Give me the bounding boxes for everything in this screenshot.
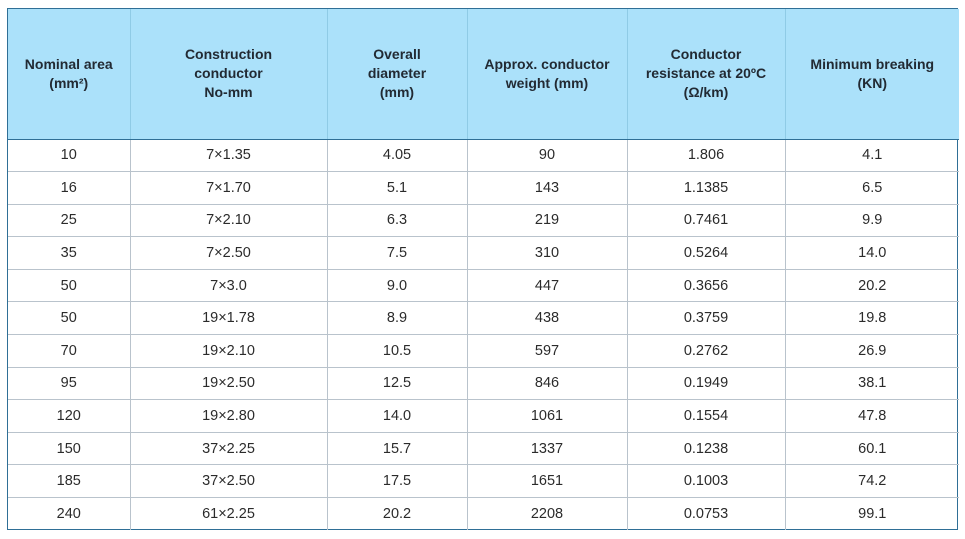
diameter-cell: 6.3 [326, 204, 468, 238]
weight-cell: 2208 [466, 497, 628, 531]
table-row: 240 61×2.25 20.2 2208 0.0753 99.1 [8, 497, 959, 531]
weight-cell: 1337 [466, 432, 628, 466]
breaking-cell: 20.2 [784, 269, 959, 303]
weight-cell: 143 [466, 171, 628, 205]
breaking-cell: 26.9 [784, 334, 959, 368]
diameter-cell: 12.5 [326, 367, 468, 401]
resistance-cell: 0.0753 [626, 497, 786, 531]
breaking-cell: 9.9 [784, 204, 959, 238]
construction-cell: 19×2.80 [129, 399, 328, 433]
weight-cell: 447 [466, 269, 628, 303]
table-row: 50 19×1.78 8.9 438 0.3759 19.8 [8, 301, 959, 336]
construction-cell: 7×1.70 [129, 171, 328, 205]
table-row: 150 37×2.25 15.7 1337 0.1238 60.1 [8, 432, 959, 466]
resistance-cell: 0.1238 [626, 432, 786, 466]
resistance-cell: 0.2762 [626, 334, 786, 368]
construction-cell: 7×3.0 [129, 269, 328, 303]
weight-cell: 90 [466, 139, 628, 173]
resistance-cell: 0.7461 [626, 204, 786, 238]
breaking-cell: 6.5 [784, 171, 959, 205]
breaking-cell: 74.2 [784, 464, 959, 499]
resistance-cell: 0.3656 [626, 269, 786, 303]
breaking-cell: 60.1 [784, 432, 959, 466]
resistance-cell: 0.1003 [626, 464, 786, 499]
weight-cell: 597 [466, 334, 628, 368]
nominal-area-cell: 240 [8, 497, 131, 531]
construction-cell: 7×2.10 [129, 204, 328, 238]
nominal-area-cell: 50 [8, 269, 131, 303]
nominal-area-cell: 70 [8, 334, 131, 368]
diameter-cell: 10.5 [326, 334, 468, 368]
resistance-cell: 0.1949 [626, 367, 786, 401]
construction-cell: 37×2.50 [129, 464, 328, 499]
resistance-cell: 0.1554 [626, 399, 786, 433]
table-row: 95 19×2.50 12.5 846 0.1949 38.1 [8, 367, 959, 401]
breaking-cell: 47.8 [784, 399, 959, 433]
header-row: Nominal area (mm²) Construction conducto… [8, 9, 959, 140]
cable-spec-table-container: Nominal area (mm²) Construction conducto… [7, 8, 959, 531]
diameter-cell: 8.9 [326, 301, 468, 336]
table-row: 50 7×3.0 9.0 447 0.3656 20.2 [8, 269, 959, 303]
diameter-cell: 5.1 [326, 171, 468, 205]
nominal-area-cell: 185 [8, 464, 131, 499]
table-row: 35 7×2.50 7.5 310 0.5264 14.0 [8, 236, 959, 270]
nominal-area-cell: 16 [8, 171, 131, 205]
diameter-cell: 4.05 [326, 139, 468, 173]
resistance-cell: 0.3759 [626, 301, 786, 336]
diameter-cell: 20.2 [326, 497, 468, 531]
weight-cell: 846 [466, 367, 628, 401]
header-nominal-area: Nominal area (mm²) [8, 9, 131, 140]
table-row: 16 7×1.70 5.1 143 1.1385 6.5 [8, 171, 959, 205]
nominal-area-cell: 120 [8, 399, 131, 433]
weight-cell: 1061 [466, 399, 628, 433]
header-overall-diameter: Overall diameter (mm) [326, 9, 468, 140]
nominal-area-cell: 35 [8, 236, 131, 270]
breaking-cell: 38.1 [784, 367, 959, 401]
resistance-cell: 1.806 [626, 139, 786, 173]
header-minimum-breaking: Minimum breaking (KN) [784, 9, 959, 140]
cable-spec-table: Nominal area (mm²) Construction conducto… [8, 9, 959, 531]
table-row: 120 19×2.80 14.0 1061 0.1554 47.8 [8, 399, 959, 433]
breaking-cell: 99.1 [784, 497, 959, 531]
table-header: Nominal area (mm²) Construction conducto… [8, 9, 959, 140]
table-body: 10 7×1.35 4.05 90 1.806 4.1 16 7×1.70 5.1 143 1.13… [8, 139, 959, 531]
construction-cell: 7×2.50 [129, 236, 328, 270]
diameter-cell: 17.5 [326, 464, 468, 499]
weight-cell: 219 [466, 204, 628, 238]
nominal-area-cell: 50 [8, 301, 131, 336]
table-row: 10 7×1.35 4.05 90 1.806 4.1 [8, 139, 959, 173]
nominal-area-cell: 25 [8, 204, 131, 238]
breaking-cell: 14.0 [784, 236, 959, 270]
construction-cell: 61×2.25 [129, 497, 328, 531]
construction-cell: 37×2.25 [129, 432, 328, 466]
breaking-cell: 19.8 [784, 301, 959, 336]
table-row: 185 37×2.50 17.5 1651 0.1003 74.2 [8, 464, 959, 499]
table-row: 70 19×2.10 10.5 597 0.2762 26.9 [8, 334, 959, 368]
weight-cell: 310 [466, 236, 628, 270]
diameter-cell: 14.0 [326, 399, 468, 433]
header-conductor-resistance: Conductor resistance at 20ºC (Ω/km) [626, 9, 786, 140]
weight-cell: 1651 [466, 464, 628, 499]
construction-cell: 7×1.35 [129, 139, 328, 173]
nominal-area-cell: 150 [8, 432, 131, 466]
construction-cell: 19×2.50 [129, 367, 328, 401]
header-construction-conductor: Construction conductor No-mm [129, 9, 328, 140]
table-row: 25 7×2.10 6.3 219 0.7461 9.9 [8, 204, 959, 238]
header-conductor-weight: Approx. conductor weight (mm) [466, 9, 628, 140]
weight-cell: 438 [466, 301, 628, 336]
diameter-cell: 9.0 [326, 269, 468, 303]
diameter-cell: 7.5 [326, 236, 468, 270]
nominal-area-cell: 95 [8, 367, 131, 401]
resistance-cell: 0.5264 [626, 236, 786, 270]
diameter-cell: 15.7 [326, 432, 468, 466]
breaking-cell: 4.1 [784, 139, 959, 173]
nominal-area-cell: 10 [8, 139, 131, 173]
construction-cell: 19×1.78 [129, 301, 328, 336]
construction-cell: 19×2.10 [129, 334, 328, 368]
resistance-cell: 1.1385 [626, 171, 786, 205]
